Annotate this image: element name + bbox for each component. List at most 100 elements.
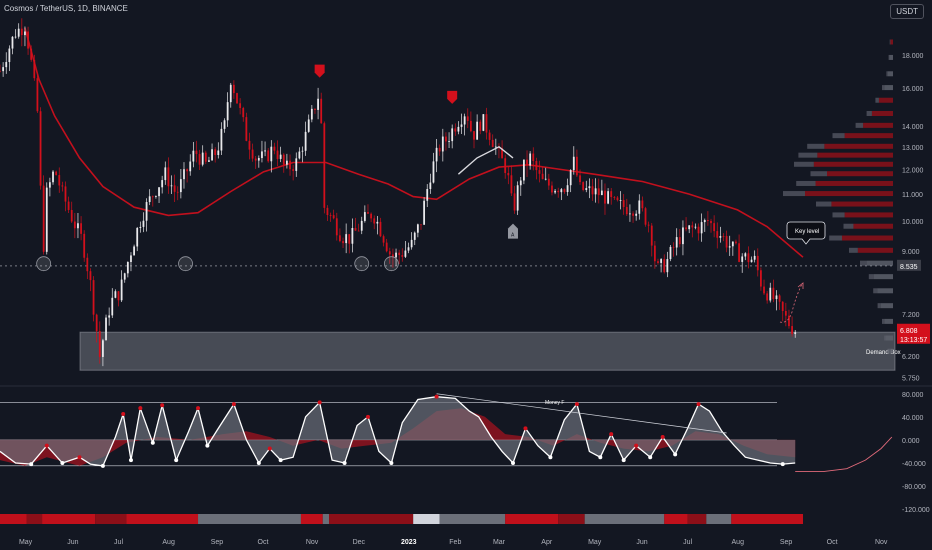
wave-trough-dot: [673, 452, 678, 457]
volume-profile-bar-outer: [882, 85, 885, 91]
candle-body: [232, 84, 235, 94]
candle-body: [469, 120, 472, 132]
candle-body: [435, 147, 438, 162]
candle-body: [24, 31, 26, 36]
wave-trough-dot: [150, 440, 155, 445]
candle-body: [735, 241, 737, 244]
candle-body: [267, 150, 270, 162]
candle-body: [70, 209, 73, 222]
key-level-tag: [897, 259, 921, 271]
candle-body: [750, 259, 753, 263]
candle-body: [594, 188, 597, 195]
demand-box: [79, 331, 896, 371]
candle-body: [728, 246, 731, 248]
time-tick-label: Nov: [306, 539, 319, 546]
candle-body: [385, 242, 388, 252]
candle-body: [251, 149, 254, 159]
candle-body: [211, 149, 213, 161]
sell-marker-icon: [314, 64, 325, 78]
candle-body: [145, 202, 148, 221]
candle-body: [183, 169, 185, 180]
candle-body: [763, 286, 765, 294]
candle-body: [33, 59, 36, 79]
candle-body: [551, 185, 553, 193]
wave-trough-dot: [548, 455, 553, 460]
candle-body: [367, 212, 369, 214]
candle-body: [114, 291, 117, 298]
wave-peak-dot: [77, 455, 82, 460]
candle-body: [161, 180, 164, 188]
candle-body: [560, 189, 563, 193]
volume-profile-bar: [887, 71, 893, 77]
candle-body: [323, 123, 326, 208]
volume-profile-bar-outer: [798, 152, 818, 158]
candle-body: [67, 201, 70, 210]
price-tick-label: 12.000: [902, 167, 924, 174]
regime-segment: [26, 514, 43, 524]
candle-body: [307, 119, 310, 132]
candle-body: [261, 151, 263, 159]
wave-trough-dot: [29, 462, 34, 467]
volume-profile-bar-outer: [807, 143, 825, 149]
candle-body: [713, 223, 716, 232]
wave-peak-dot: [634, 443, 639, 448]
candle-body: [95, 314, 98, 332]
candle-body: [788, 315, 790, 327]
wave-trough-dot: [205, 443, 210, 448]
candle-body: [694, 226, 697, 228]
candle-body: [36, 78, 39, 112]
volume-profile-bar: [831, 201, 893, 207]
time-tick-label: Jul: [114, 539, 123, 546]
volume-profile-bar-outer: [889, 39, 891, 45]
price-tick-label: 10.000: [902, 219, 924, 226]
oscillator-projection-line: [795, 436, 893, 473]
candle-body: [547, 178, 550, 186]
candle-body: [576, 156, 578, 176]
candle-body: [685, 227, 687, 230]
candle-body: [675, 237, 678, 248]
time-tick-label: Sep: [211, 539, 224, 546]
candle-body: [625, 207, 628, 215]
wave-peak-dot: [267, 446, 272, 451]
support-circle: [178, 256, 193, 272]
projection-arrow: [779, 283, 803, 323]
oscillator-tick-label: -120.000: [902, 507, 930, 514]
candle-body: [494, 146, 497, 148]
candle-body: [370, 213, 372, 219]
candle-body: [663, 259, 666, 273]
candle-body: [473, 131, 475, 140]
candle-body: [220, 128, 223, 151]
regime-segment: [126, 514, 199, 524]
candle-body: [42, 185, 45, 252]
divergence-line: [436, 393, 727, 434]
candle-body: [516, 185, 519, 211]
candle-body: [342, 241, 344, 244]
candle-body: [179, 179, 182, 193]
sell-marker-icon: [447, 90, 458, 104]
candle-body: [214, 149, 217, 155]
candle-body: [410, 239, 413, 248]
regime-segment: [558, 514, 585, 524]
candle-body: [741, 256, 744, 262]
candle-body: [710, 220, 712, 224]
candle-body: [738, 243, 740, 262]
key-level-label: Key level: [795, 229, 819, 235]
oscillator-tick-label: -80.000: [902, 484, 926, 491]
candle-body: [204, 152, 207, 162]
candle-body: [775, 295, 778, 300]
volume-profile-bar: [873, 274, 893, 280]
candle-body: [208, 160, 210, 162]
time-tick-label: Jul: [683, 539, 692, 546]
candle-body: [133, 246, 135, 256]
currency-selector-button[interactable]: USDT: [890, 4, 924, 19]
candle-body: [641, 200, 644, 209]
time-tick-label: Aug: [732, 539, 745, 546]
regime-segment: [328, 514, 414, 524]
volume-profile-bar-outer: [888, 54, 890, 60]
price-tick-label: 5.750: [902, 376, 920, 383]
candle-body: [429, 182, 432, 190]
wave-peak-dot: [660, 435, 665, 440]
candle-body: [373, 218, 376, 224]
candle-body: [155, 196, 157, 197]
